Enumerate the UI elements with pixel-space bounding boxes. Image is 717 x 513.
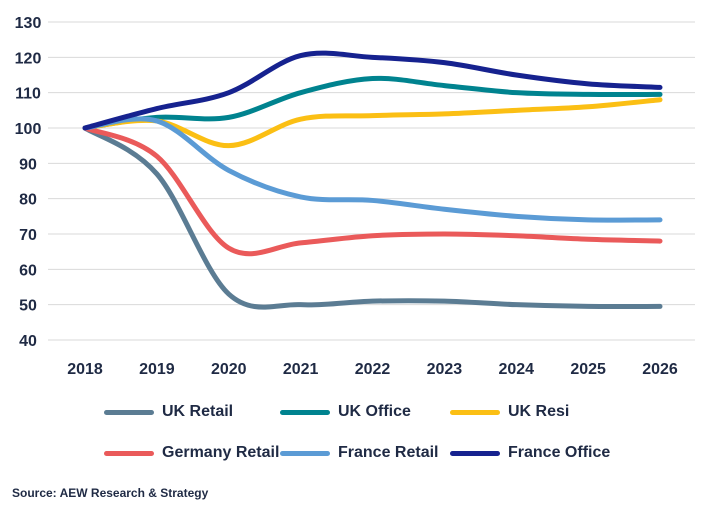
y-tick-label: 70 [19,227,37,244]
legend-item: Germany Retail [104,441,279,465]
legend-item: UK Office [280,400,411,424]
legend-label: UK Resi [508,403,570,420]
legend-item: France Office [450,441,610,465]
x-axis-tick-labels: 2018 2019 2020 2021 2022 2023 2024 2025 2026 [67,361,678,378]
x-tick-label: 2023 [427,361,463,378]
x-tick-label: 2026 [642,361,678,378]
series-line-germany-retail [82,125,663,257]
legend-label: France Retail [338,444,439,461]
x-tick-label: 2018 [67,361,103,378]
y-axis-tick-labels: 130 120 110 100 90 80 70 60 50 40 [15,15,42,350]
legend-swatch [280,409,330,415]
y-tick-label: 100 [15,121,42,138]
y-tick-label: 80 [19,192,37,209]
x-tick-label: 2021 [283,361,319,378]
legend-item: UK Retail [104,400,233,424]
gridlines [48,21,695,341]
y-tick-label: 120 [15,50,42,67]
y-tick-label: 130 [15,15,42,32]
legend-swatch [450,409,500,415]
legend-swatch [104,409,154,415]
x-tick-label: 2024 [498,361,534,378]
legend-item: France Retail [280,441,438,465]
x-tick-label: 2019 [139,361,175,378]
legend-item: UK Resi [450,400,569,424]
series-line-uk-office [82,75,663,131]
y-tick-label: 40 [19,333,37,350]
y-tick-label: 50 [19,298,37,315]
x-tick-label: 2020 [211,361,247,378]
legend-swatch [104,450,154,456]
legend-swatch [450,450,500,456]
legend-swatch [280,450,330,456]
series-line-uk-retail [82,125,663,310]
y-tick-label: 110 [15,86,41,103]
y-tick-label: 60 [19,262,37,279]
legend-label: UK Retail [162,403,234,420]
series-lines [82,50,663,310]
x-tick-label: 2022 [355,361,391,378]
legend-label: France Office [508,444,611,461]
legend-label: Germany Retail [162,444,280,461]
x-tick-label: 2025 [570,361,606,378]
y-tick-label: 90 [19,156,37,173]
series-line-france-office [82,50,663,131]
series-line-france-retail [82,116,663,223]
source-note: Source: AEW Research & Strategy [12,486,209,500]
legend-label: UK Office [338,403,411,420]
series-line-uk-resi [82,97,663,149]
